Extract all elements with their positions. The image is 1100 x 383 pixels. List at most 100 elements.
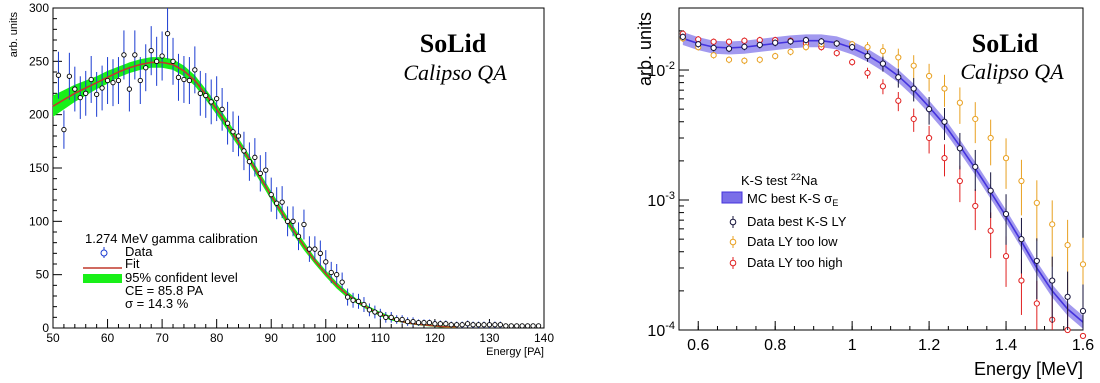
legend-header: K-S test 22Na bbox=[741, 172, 818, 188]
y-tick-label: 300 bbox=[29, 1, 49, 15]
data-point bbox=[121, 52, 127, 58]
data-point bbox=[497, 322, 504, 328]
data-point bbox=[519, 323, 525, 329]
y-tick-label: 200 bbox=[29, 108, 49, 122]
data-point bbox=[530, 323, 536, 329]
data-point bbox=[1002, 210, 1010, 218]
data-point bbox=[88, 76, 94, 83]
data-point bbox=[818, 38, 825, 45]
legend-low-label: Data LY too low bbox=[747, 234, 838, 249]
data-point bbox=[941, 155, 948, 162]
data-point bbox=[849, 59, 856, 66]
data-point bbox=[879, 47, 887, 55]
data-point bbox=[895, 74, 902, 81]
x-tick-label: 110 bbox=[371, 331, 390, 345]
data-point bbox=[514, 323, 520, 329]
data-point bbox=[443, 321, 449, 327]
data-point bbox=[879, 60, 887, 67]
data-point bbox=[864, 69, 871, 77]
data-point bbox=[366, 307, 373, 313]
data-point bbox=[148, 48, 154, 54]
data-point bbox=[1049, 277, 1056, 284]
data-point bbox=[475, 322, 482, 328]
y-tick-label: 150 bbox=[29, 161, 49, 175]
y-tick-label: 10-3 bbox=[647, 190, 675, 210]
data-point bbox=[710, 38, 717, 45]
data-point bbox=[268, 192, 274, 198]
data-point bbox=[1033, 300, 1040, 307]
data-point bbox=[426, 320, 433, 326]
data-point bbox=[459, 322, 465, 328]
y-tick-label: 250 bbox=[29, 54, 49, 68]
data-point bbox=[756, 56, 763, 63]
data-point bbox=[301, 221, 307, 228]
data-point bbox=[1002, 155, 1010, 162]
ks-test-chart: 0.6 0.8 1 1.2 1.4 1.6 10-4 10-3 10-2 SoLid Calip… bbox=[635, 7, 1094, 379]
data-point bbox=[312, 246, 318, 252]
data-point bbox=[972, 202, 979, 210]
data-point bbox=[1079, 261, 1087, 268]
data-point bbox=[372, 309, 378, 315]
x-tick-label: 1.2 bbox=[918, 337, 940, 354]
legend-band-label: 95% confident level bbox=[125, 270, 238, 285]
data-point bbox=[154, 58, 160, 64]
legend-best-label: Data best K-S LY bbox=[747, 214, 847, 229]
data-point bbox=[257, 170, 263, 176]
y-tick-label: 0 bbox=[42, 321, 49, 335]
data-point bbox=[186, 77, 193, 84]
data-point bbox=[1018, 277, 1025, 284]
subtitle: Calipso QA bbox=[403, 60, 507, 85]
x-tick-label: 100 bbox=[316, 331, 336, 345]
x-tick-label: 120 bbox=[425, 331, 445, 345]
data-point bbox=[1018, 177, 1025, 185]
data-point bbox=[941, 85, 948, 92]
data-point bbox=[350, 297, 356, 303]
data-point bbox=[910, 62, 917, 69]
data-point bbox=[972, 115, 979, 123]
data-point bbox=[987, 227, 994, 234]
data-point bbox=[137, 77, 143, 84]
data-point bbox=[274, 200, 280, 206]
y-tick-label: 10-2 bbox=[647, 60, 675, 80]
data-point bbox=[925, 134, 933, 142]
data-point bbox=[263, 167, 269, 173]
data-point bbox=[710, 52, 717, 59]
data-point bbox=[802, 44, 810, 51]
y-tick-label: 10-4 bbox=[647, 320, 675, 340]
data-point bbox=[115, 77, 122, 84]
data-point bbox=[219, 106, 225, 112]
data-point bbox=[306, 246, 313, 252]
data-point bbox=[987, 134, 994, 142]
data-point bbox=[252, 154, 258, 160]
data-point bbox=[328, 269, 334, 276]
data-point bbox=[741, 37, 748, 44]
legend-data-label: Data bbox=[125, 244, 153, 259]
brand-title: SoLid bbox=[420, 29, 487, 58]
data-point bbox=[323, 259, 329, 265]
data-point bbox=[421, 320, 427, 326]
data-point bbox=[508, 323, 514, 329]
x-tick-label: 60 bbox=[101, 331, 115, 345]
y-tick-label: 50 bbox=[36, 268, 50, 282]
legend-mc-label: MC best K-S σE bbox=[747, 191, 838, 208]
data-point bbox=[208, 99, 214, 105]
data-point bbox=[170, 58, 176, 64]
data-point bbox=[470, 322, 476, 328]
legend-sigma: σ = 14.3 % bbox=[125, 296, 189, 311]
data-point bbox=[224, 120, 231, 126]
data-point bbox=[295, 233, 302, 239]
data-point bbox=[132, 52, 138, 58]
data-point bbox=[864, 52, 871, 60]
data-point bbox=[925, 106, 933, 113]
data-point bbox=[725, 38, 733, 45]
brand-title: SoLid bbox=[972, 29, 1039, 58]
data-point bbox=[849, 44, 856, 51]
data-point bbox=[448, 322, 454, 328]
data-point bbox=[972, 163, 979, 170]
data-point bbox=[895, 54, 902, 61]
x-tick-label: 0.8 bbox=[764, 337, 786, 354]
data-point bbox=[126, 86, 133, 92]
data-point bbox=[197, 90, 203, 96]
data-point bbox=[1064, 241, 1071, 249]
